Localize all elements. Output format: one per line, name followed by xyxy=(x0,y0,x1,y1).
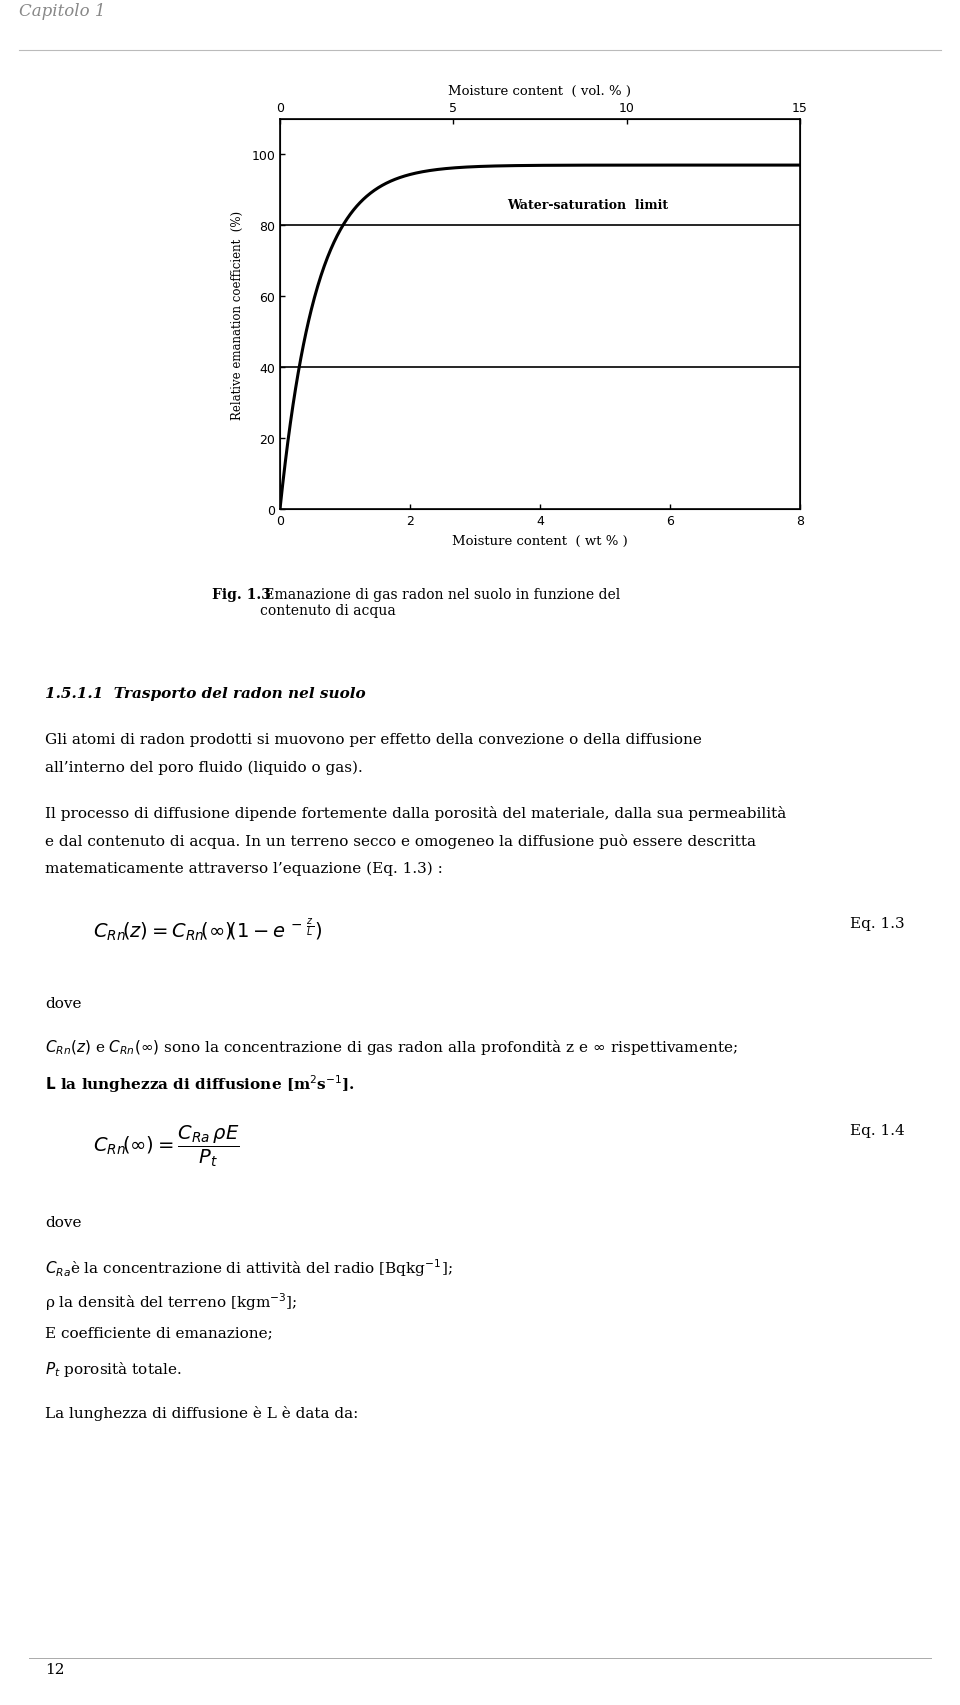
Text: e dal contenuto di acqua. In un terreno secco e omogeneo la diffusione può esser: e dal contenuto di acqua. In un terreno … xyxy=(45,834,756,849)
Text: 12: 12 xyxy=(45,1662,64,1676)
Text: all’interno del poro fluido (liquido o gas).: all’interno del poro fluido (liquido o g… xyxy=(45,760,363,774)
Text: $\mathbf{L}$ la lunghezza di diffusione [m$^2$s$^{-1}$].: $\mathbf{L}$ la lunghezza di diffusione … xyxy=(45,1072,355,1095)
Text: 1.5.1.1  Trasporto del radon nel suolo: 1.5.1.1 Trasporto del radon nel suolo xyxy=(45,685,366,701)
Text: $C_{Rn}(z)$ e $C_{Rn}(\infty)$ sono la concentrazione di gas radon alla profondi: $C_{Rn}(z)$ e $C_{Rn}(\infty)$ sono la c… xyxy=(45,1038,738,1057)
Text: $P_t$ porosità totale.: $P_t$ porosità totale. xyxy=(45,1359,181,1379)
X-axis label: Moisture content  ( vol. % ): Moisture content ( vol. % ) xyxy=(448,85,632,99)
Text: dove: dove xyxy=(45,1216,82,1229)
Text: Capitolo 1: Capitolo 1 xyxy=(19,3,106,20)
Text: Gli atomi di radon prodotti si muovono per effetto della convezione o della diff: Gli atomi di radon prodotti si muovono p… xyxy=(45,731,702,747)
Y-axis label: Relative emanation coefficient  (%): Relative emanation coefficient (%) xyxy=(231,210,244,419)
Text: Eq. 1.4: Eq. 1.4 xyxy=(850,1124,904,1137)
Text: Water-saturation  limit: Water-saturation limit xyxy=(508,199,668,211)
Text: Emanazione di gas radon nel suolo in funzione del
contenuto di acqua: Emanazione di gas radon nel suolo in fun… xyxy=(259,587,620,617)
Text: $C_{Ra}$è la concentrazione di attività del radio [Bqkg$^{-1}$];: $C_{Ra}$è la concentrazione di attività … xyxy=(45,1257,453,1279)
Text: La lunghezza di diffusione è L è data da:: La lunghezza di diffusione è L è data da… xyxy=(45,1405,358,1420)
X-axis label: Moisture content  ( wt % ): Moisture content ( wt % ) xyxy=(452,534,628,547)
Text: ρ la densità del terreno [kgm$^{-3}$];: ρ la densità del terreno [kgm$^{-3}$]; xyxy=(45,1291,298,1313)
Text: Eq. 1.3: Eq. 1.3 xyxy=(850,916,904,929)
Text: $C_{Rn}\!\left(\infty\right)=\dfrac{C_{Ra}\,\rho E}{P_t}$: $C_{Rn}\!\left(\infty\right)=\dfrac{C_{R… xyxy=(93,1124,240,1168)
Text: dove: dove xyxy=(45,996,82,1011)
Text: Il processo di diffusione dipende fortemente dalla porosità del materiale, dalla: Il processo di diffusione dipende fortem… xyxy=(45,806,786,820)
Text: matematicamente attraverso l’equazione (Eq. 1.3) :: matematicamente attraverso l’equazione (… xyxy=(45,861,443,875)
Text: Fig. 1.3: Fig. 1.3 xyxy=(211,587,271,602)
Text: E coefficiente di emanazione;: E coefficiente di emanazione; xyxy=(45,1325,273,1338)
Text: $C_{Rn}\!\left(z\right)=C_{Rn}\!\left(\infty\right)\!\left(1-e^{\,-\,\frac{z}{L}: $C_{Rn}\!\left(z\right)=C_{Rn}\!\left(\i… xyxy=(93,916,323,943)
